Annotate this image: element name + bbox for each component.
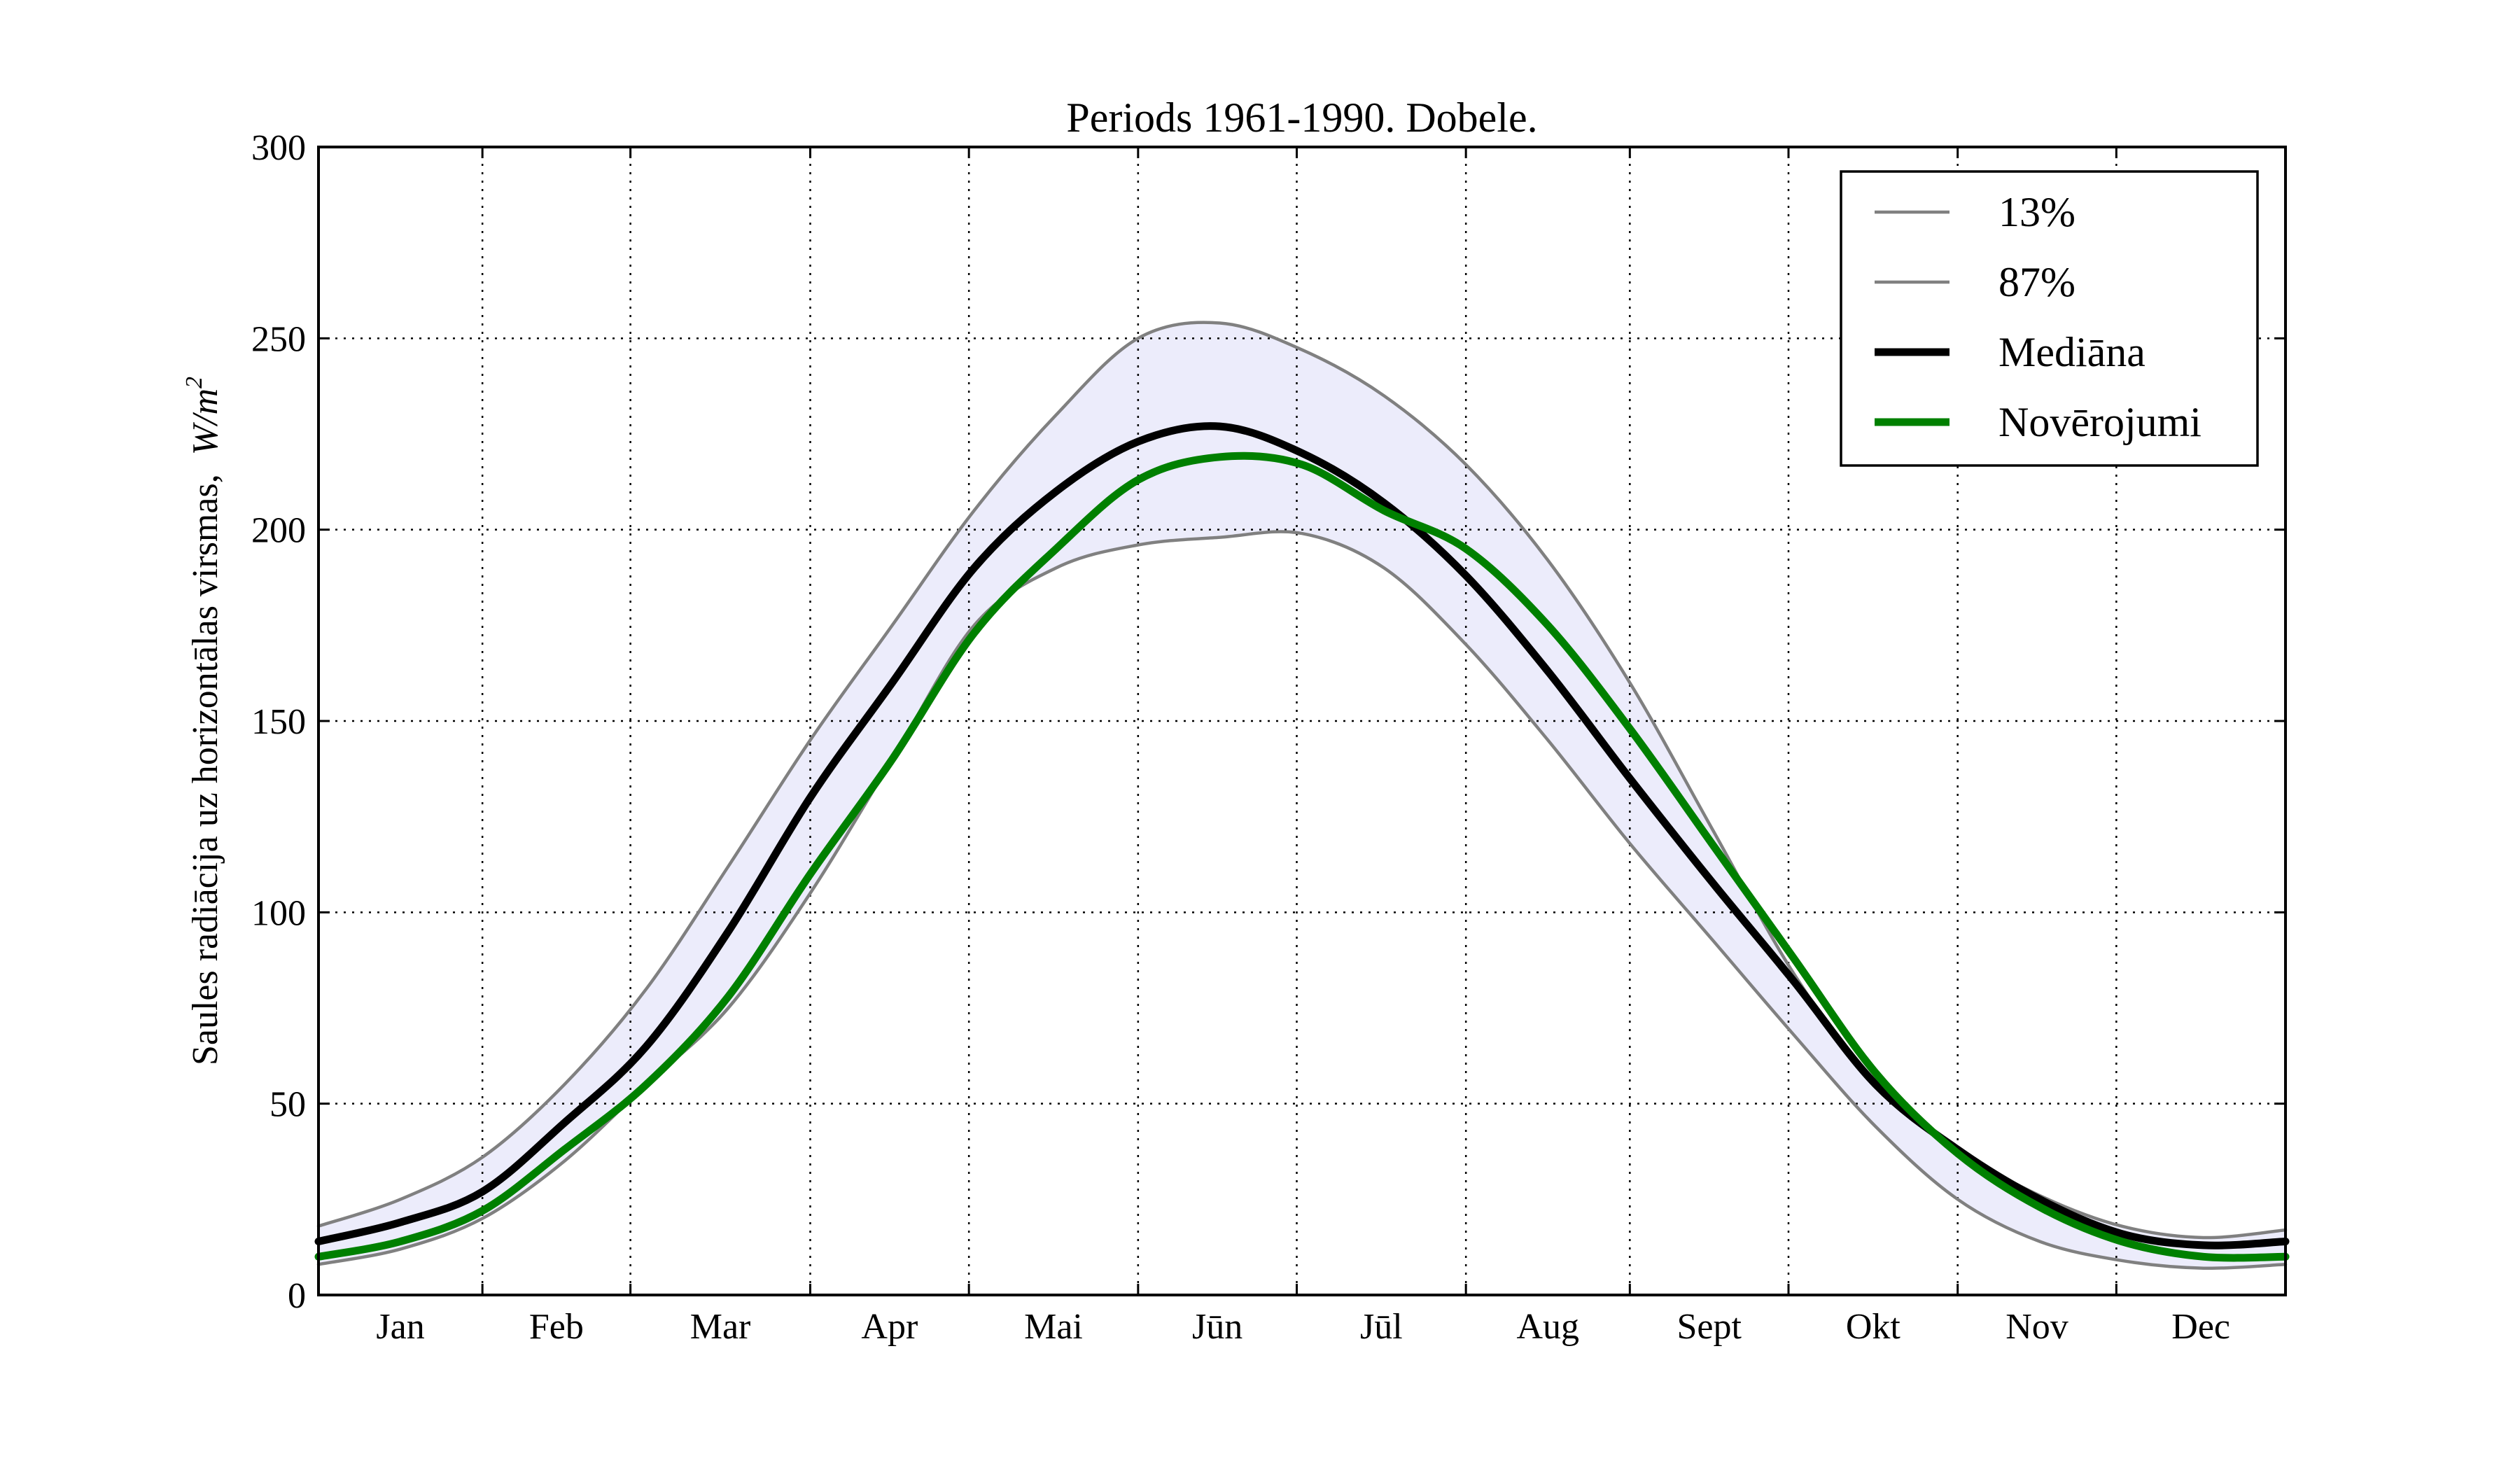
series-line-2 xyxy=(314,422,2290,1250)
y-tick-label-100: 100 xyxy=(251,893,306,933)
label-layer: 0 50 100 150 200 250 300 Jan Feb Mar Apr Mai Jūn Jūl A… xyxy=(251,128,2230,1347)
x-tick-label-sept: Sept xyxy=(1676,1307,1742,1347)
legend: 13% 87% Mediāna Novērojumi xyxy=(1840,170,2259,467)
series-line-0 xyxy=(316,530,2288,1270)
confidence-band xyxy=(318,322,2286,1268)
x-tick-label-jūl: Jūl xyxy=(1360,1307,1403,1347)
x-tick-label-jūn: Jūn xyxy=(1192,1307,1242,1347)
x-tick-label-mai: Mai xyxy=(1024,1307,1083,1347)
series-line-3 xyxy=(314,451,2290,1262)
x-tick-label-okt: Okt xyxy=(1846,1307,1901,1347)
tick-layer xyxy=(317,146,2287,1296)
y-tick-label-0: 0 xyxy=(288,1276,306,1316)
x-tick-label-aug: Aug xyxy=(1516,1307,1579,1347)
legend-label-0: 13% xyxy=(1998,189,2076,235)
legend-label-2: Mediāna xyxy=(1998,329,2146,375)
y-tick-label-150: 150 xyxy=(251,702,306,742)
y-tick-label-300: 300 xyxy=(251,128,306,168)
band-layer xyxy=(318,322,2286,1268)
y-tick-label-250: 250 xyxy=(251,319,306,359)
x-tick-label-nov: Nov xyxy=(2005,1307,2068,1347)
x-tick-label-jan: Jan xyxy=(376,1307,424,1347)
y-axis-label-unit-exp: 2 xyxy=(181,377,207,388)
chart-title: Periods 1961-1990. Dobele. xyxy=(1066,94,1537,141)
legend-items: 13% 87% Mediāna Novērojumi xyxy=(1875,189,2202,445)
x-tick-label-apr: Apr xyxy=(861,1307,918,1347)
legend-box xyxy=(1840,170,2259,467)
y-axis-label: Saules radiācija uz horizontālas virsmas… xyxy=(181,377,225,1065)
x-tick-label-feb: Feb xyxy=(529,1307,584,1347)
y-axis-label-text: Saules radiācija uz horizontālas virsmas… xyxy=(186,474,225,1065)
legend-label-1: 87% xyxy=(1998,259,2076,305)
y-tick-label-50: 50 xyxy=(270,1085,306,1125)
legend-label-3: Novērojumi xyxy=(1998,399,2202,445)
series-layer xyxy=(314,321,2290,1270)
y-tick-label-200: 200 xyxy=(251,511,306,551)
y-axis-label-unit: W/m xyxy=(186,388,225,455)
x-tick-label-mar: Mar xyxy=(690,1307,751,1347)
x-tick-label-dec: Dec xyxy=(2171,1307,2230,1347)
